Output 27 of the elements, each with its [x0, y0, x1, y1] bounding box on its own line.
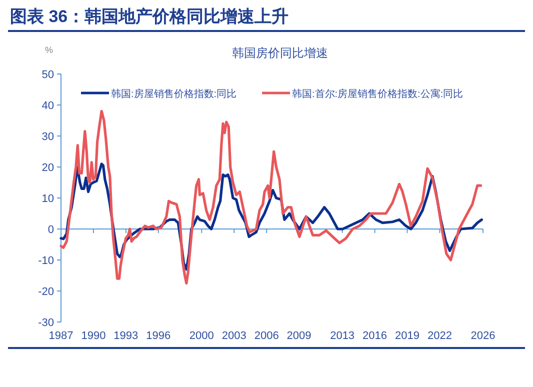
y-tick-label: 50 — [42, 69, 54, 81]
x-tick-label: 1987 — [48, 330, 74, 342]
chart-title: 图表 36：韩国地产价格同比增速上升 — [10, 7, 289, 26]
y-tick-label: 40 — [42, 100, 54, 112]
legend-label: 韩国:房屋销售价格指数:同比 — [111, 88, 237, 100]
y-tick-label: -10 — [38, 255, 54, 267]
x-tick-label: 2006 — [254, 330, 279, 342]
y-tick-label: -30 — [38, 317, 54, 329]
y-tick-label: 0 — [48, 224, 54, 236]
x-tick-label: 2009 — [286, 330, 312, 342]
x-tick-label: 2022 — [427, 330, 452, 342]
y-tick-label: -20 — [38, 286, 54, 298]
x-tick-label: 2000 — [189, 330, 214, 342]
x-tick-label: 1990 — [81, 330, 106, 342]
x-tick-label: 2016 — [362, 330, 388, 342]
x-tick-label: 1993 — [114, 330, 138, 342]
x-tick-label: 2003 — [222, 330, 246, 342]
chart-subtitle: 韩国房价同比增速 — [232, 46, 328, 60]
y-tick-label: 20 — [42, 162, 54, 174]
x-tick-label: 2013 — [330, 330, 355, 342]
x-tick-label: 2026 — [470, 330, 496, 342]
x-tick-label: 1996 — [146, 330, 171, 342]
y-tick-label: 30 — [42, 131, 54, 143]
y-tick-label: 10 — [42, 193, 54, 205]
x-tick-label: 2019 — [395, 330, 420, 342]
legend-label: 韩国:首尔:房屋销售价格指数:公寓:同比 — [292, 88, 464, 100]
y-axis-title: % — [45, 45, 54, 55]
